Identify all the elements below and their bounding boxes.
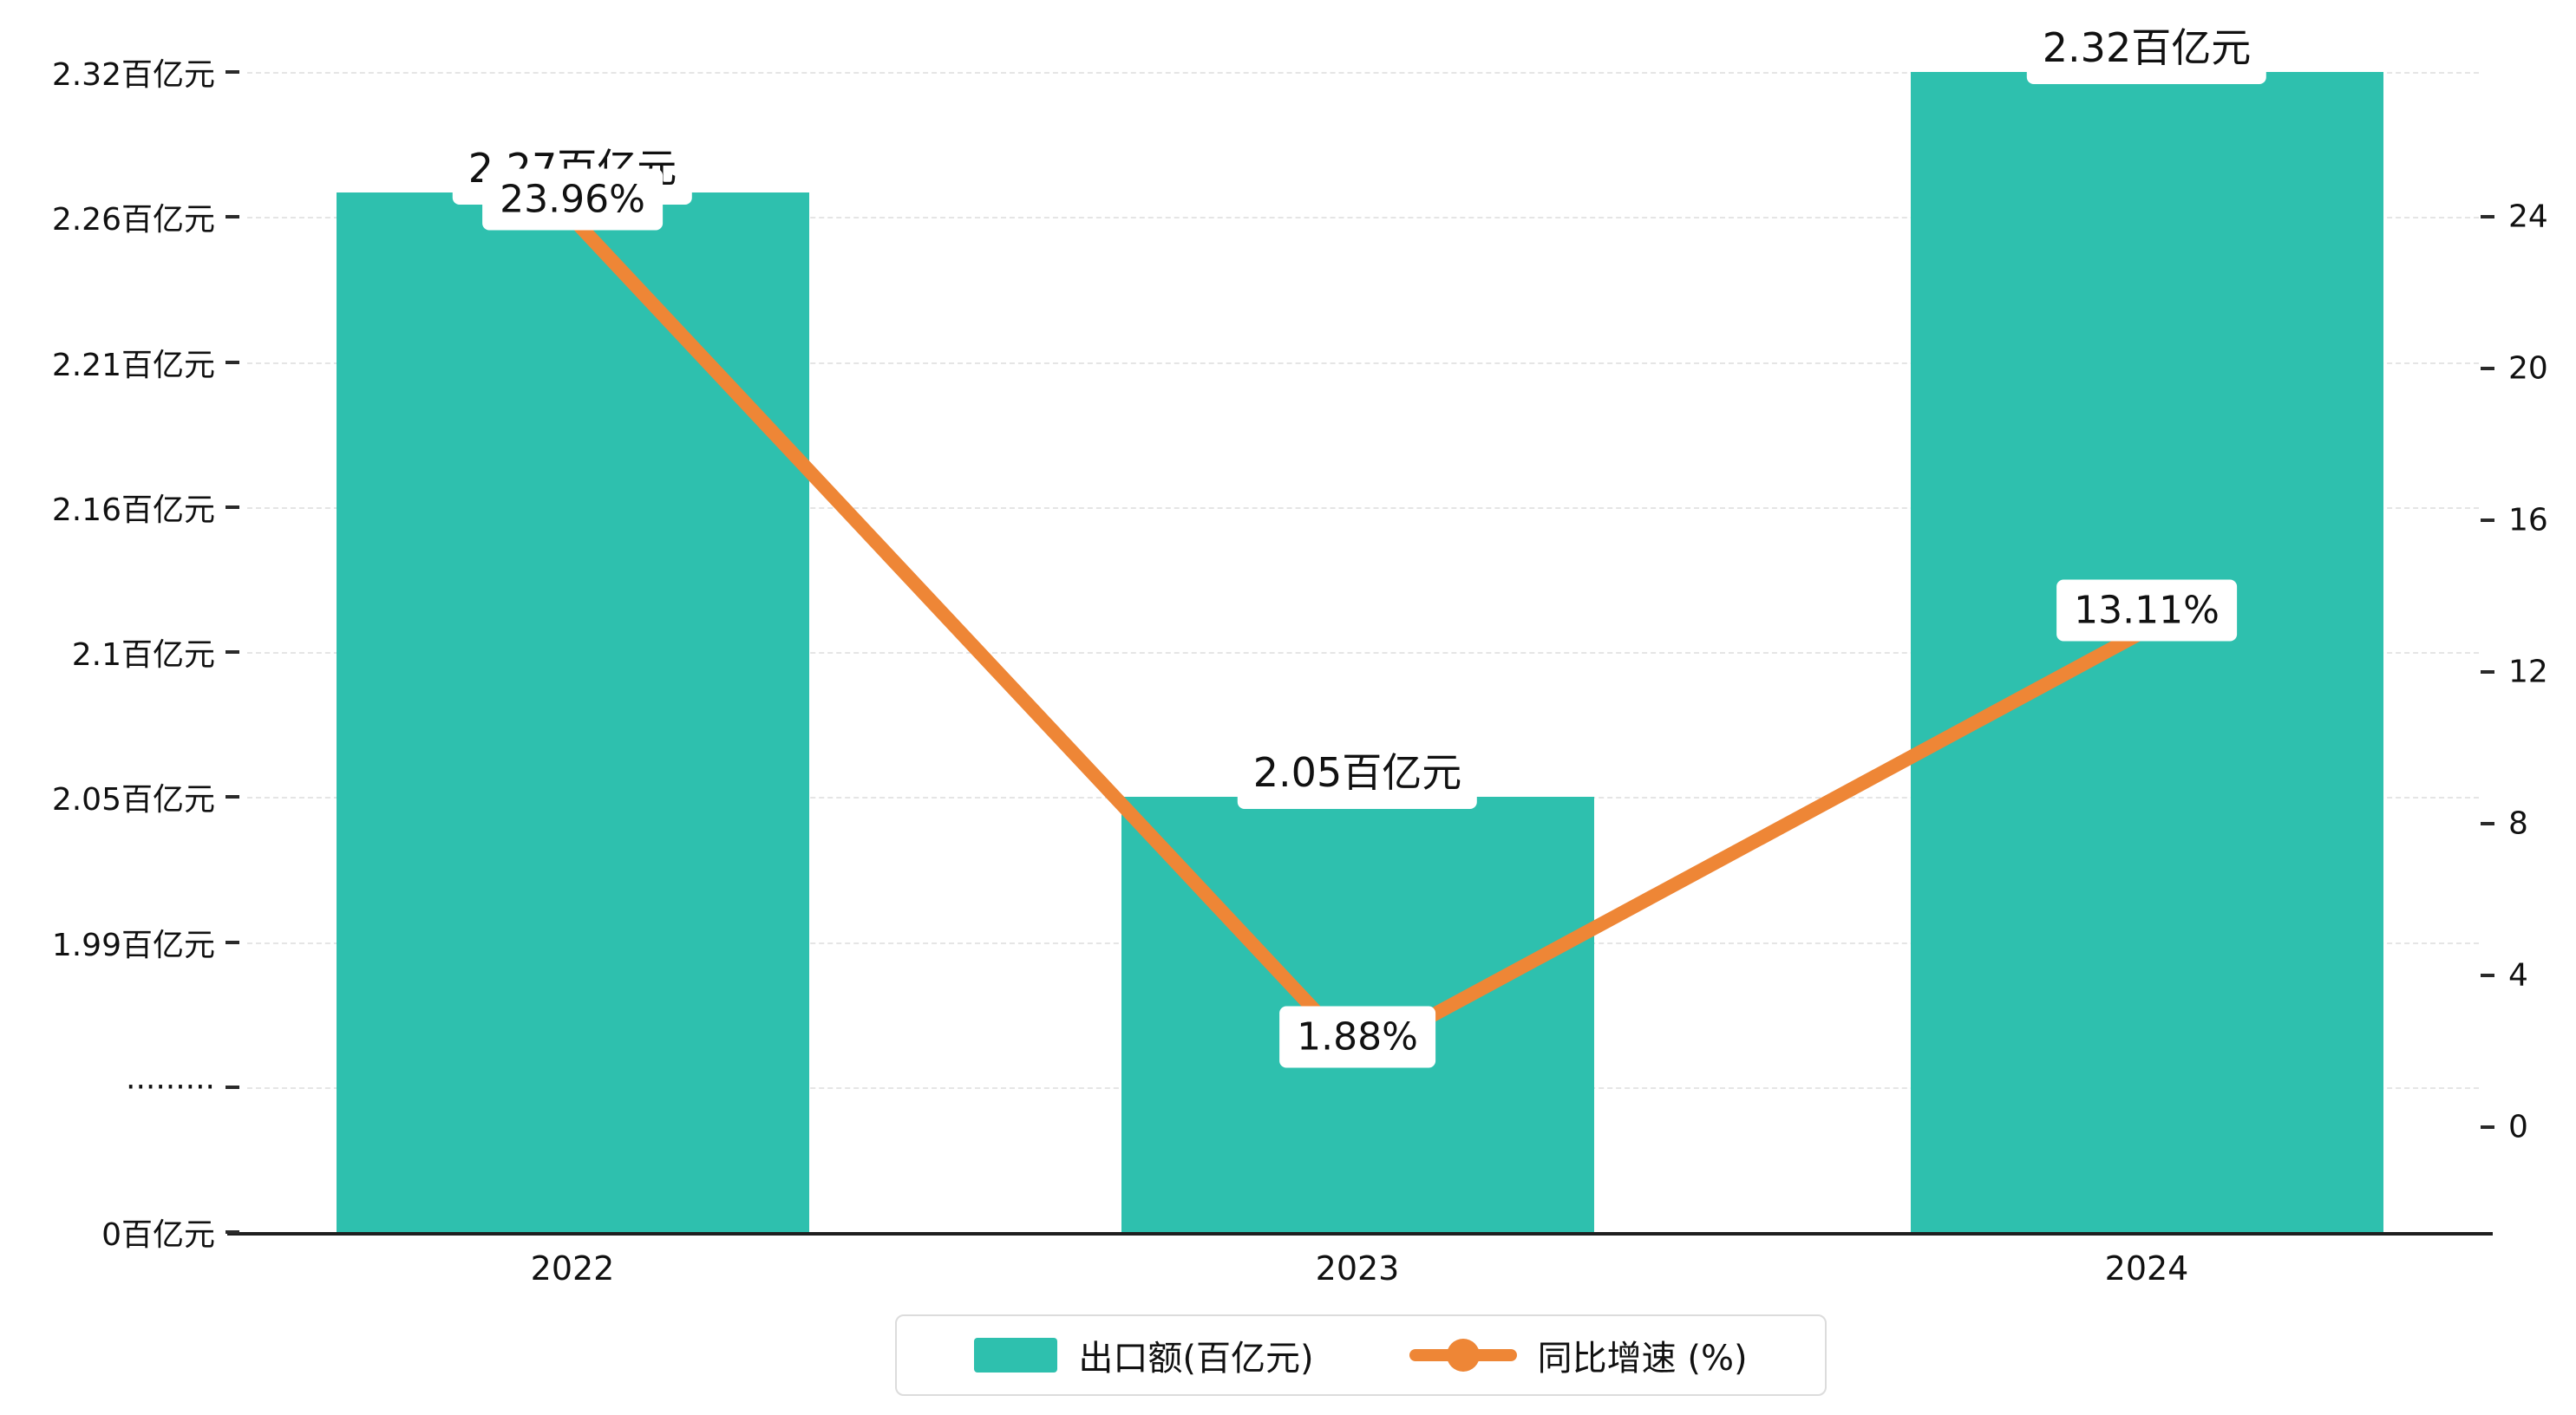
left-axis-tick-label: 2.21百亿元	[51, 347, 215, 383]
right-axis-tick-label: 0	[2508, 1109, 2528, 1145]
right-axis-tick-mark	[2481, 367, 2494, 370]
bar-series-swatch-icon	[974, 1338, 1058, 1373]
left-axis-tick-mark	[226, 505, 239, 509]
left-axis-tick-mark	[226, 215, 239, 219]
right-axis-tick-mark	[2481, 822, 2494, 825]
left-axis-tick-mark	[226, 1085, 239, 1089]
legend-item-growth-rate[interactable]: 同比增速 (%)	[1409, 1330, 1748, 1380]
left-axis-tick-label: 2.16百亿元	[51, 492, 215, 528]
gridline	[247, 72, 2479, 74]
right-axis-tick-label: 4	[2508, 957, 2528, 994]
line-swatch-dot	[1446, 1339, 1480, 1372]
left-axis-tick-mark	[226, 1230, 239, 1234]
left-axis-tick-mark	[226, 940, 239, 944]
left-axis-tick-label: 2.26百亿元	[51, 202, 215, 238]
left-axis-tick-label: ·········	[126, 1069, 215, 1105]
legend-label-export-value: 出口额(百亿元)	[1078, 1339, 1314, 1379]
bar-2024	[1910, 72, 2383, 1232]
left-axis-tick-label: 2.1百亿元	[71, 637, 215, 673]
right-axis-tick-mark	[2481, 1125, 2494, 1129]
x-axis-label: 2024	[2104, 1249, 2189, 1288]
left-axis-tick-mark	[226, 70, 239, 74]
right-axis-tick-label: 8	[2508, 805, 2528, 842]
x-axis-label: 2022	[530, 1249, 615, 1288]
right-axis-tick-mark	[2481, 215, 2494, 218]
bar-value-label: 2.32百亿元	[2026, 11, 2267, 84]
growth-value-label: 23.96%	[482, 168, 663, 231]
line-series-swatch-icon	[1409, 1338, 1517, 1373]
right-axis-tick-mark	[2481, 518, 2494, 522]
left-axis-tick-label: 2.32百亿元	[51, 57, 215, 93]
left-axis-tick-mark	[226, 360, 239, 364]
right-axis-tick-label: 24	[2508, 199, 2548, 235]
legend: 出口额(百亿元) 同比增速 (%)	[895, 1314, 1827, 1396]
growth-value-label: 13.11%	[2056, 579, 2237, 642]
growth-value-label: 1.88%	[1279, 1006, 1435, 1068]
right-axis-tick-label: 12	[2508, 654, 2548, 690]
left-axis-tick-label: 0百亿元	[101, 1217, 215, 1253]
x-axis-label: 2023	[1315, 1249, 1400, 1288]
left-axis-tick-mark	[226, 650, 239, 654]
right-axis-tick-mark	[2481, 974, 2494, 977]
bar-value-label: 2.05百亿元	[1237, 736, 1478, 810]
legend-item-export-value[interactable]: 出口额(百亿元)	[974, 1330, 1314, 1380]
left-axis-tick-mark	[226, 795, 239, 799]
left-axis-tick-label: 2.05百亿元	[51, 782, 215, 818]
left-axis-tick-label: 1.99百亿元	[51, 927, 215, 963]
right-axis-tick-label: 16	[2508, 502, 2548, 538]
bar-2022	[336, 192, 809, 1232]
x-axis-line	[227, 1232, 2493, 1236]
right-axis-tick-label: 20	[2508, 350, 2548, 387]
right-axis-tick-mark	[2481, 670, 2494, 674]
legend-label-growth-rate: 同比增速 (%)	[1537, 1339, 1748, 1379]
